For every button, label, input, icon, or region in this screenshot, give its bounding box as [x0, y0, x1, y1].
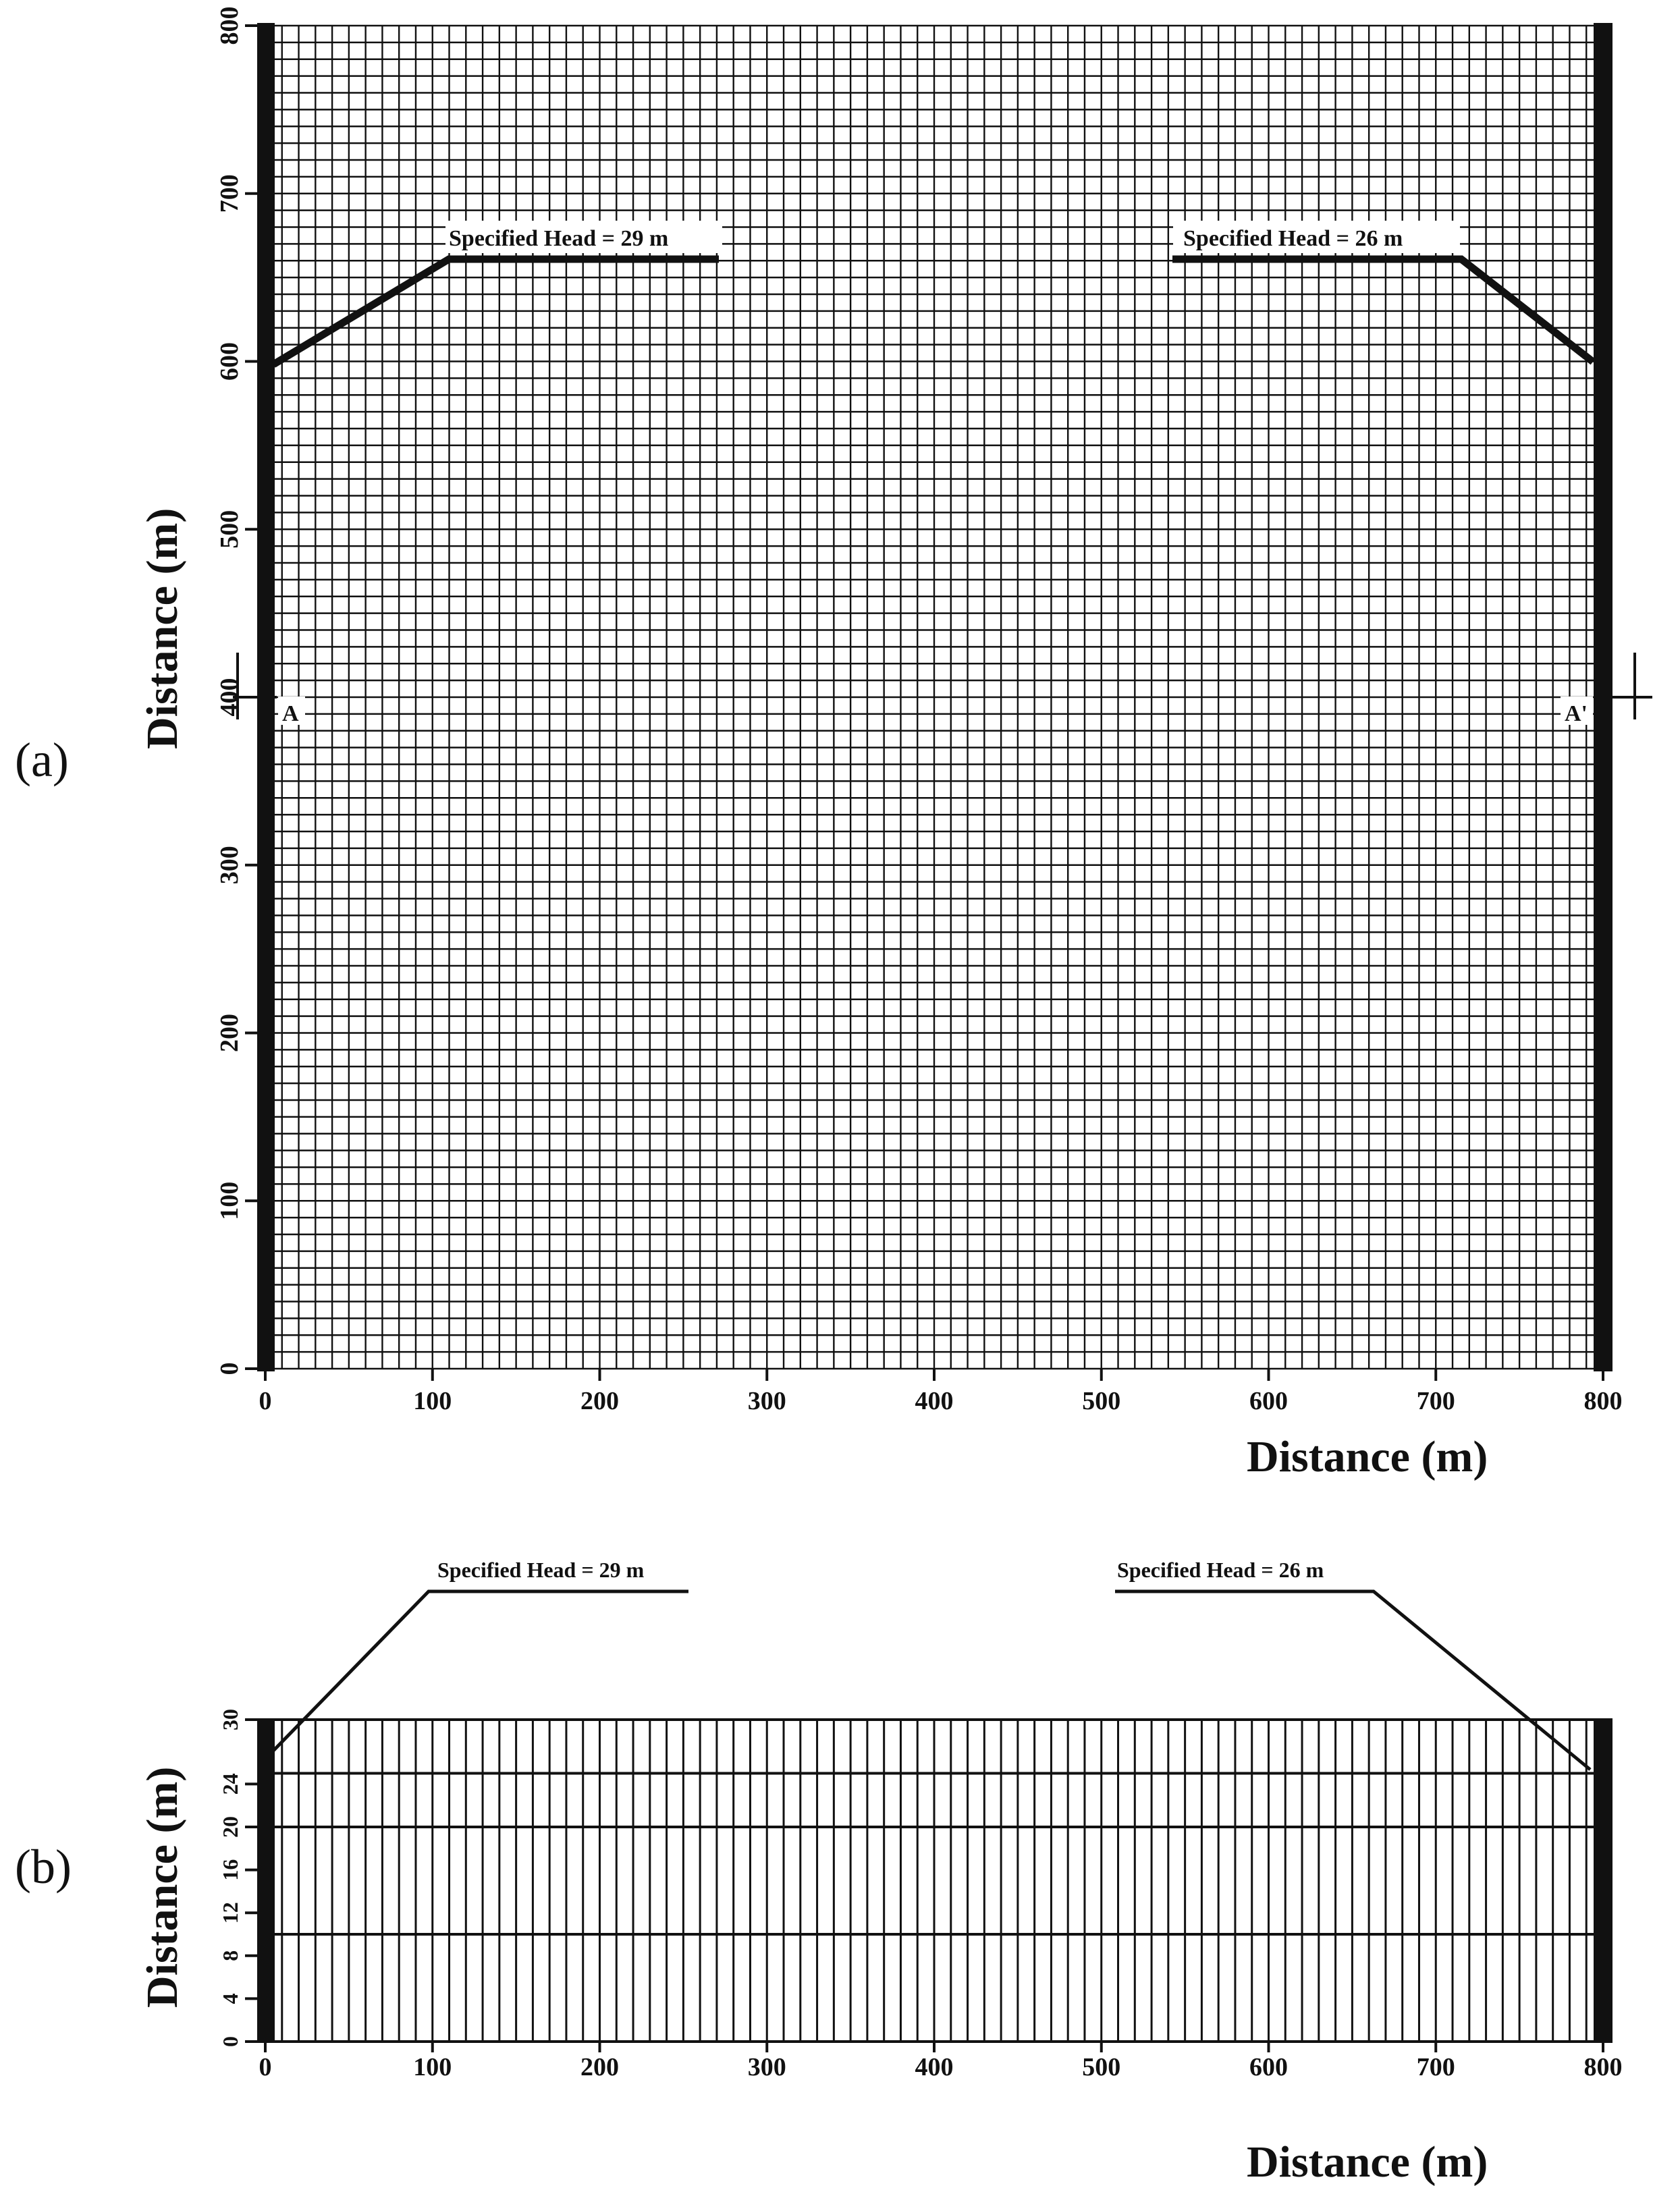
panel-a-x-tick-label: 800 — [1584, 1387, 1623, 1415]
panel-b-right-head-leader-line — [1115, 1589, 1592, 1771]
panel-a-y-tick-label: 0 — [215, 1363, 244, 1375]
panel-b-left-head-label: Specified Head = 29 m — [437, 1558, 645, 1582]
panel-a-x-tick-label: 100 — [413, 1387, 452, 1415]
panel-a-y-axis-label: Distance (m) — [138, 508, 187, 749]
panel-b-x-tick-label: 200 — [580, 2053, 619, 2081]
panel-a-y-tick-label: 200 — [215, 1014, 244, 1052]
panel-b-x-tick-labels: 0 100 200 300 400 500 600 700 800 — [259, 2042, 1623, 2081]
panel-b-y-tick-label: 20 — [218, 1816, 242, 1838]
panel-a-left-head-label: Specified Head = 29 m — [449, 226, 668, 251]
panel-a-y-tick-label: 700 — [215, 174, 244, 213]
panel-a-x-tick-label: 400 — [915, 1387, 954, 1415]
panel-b-x-tick-label: 400 — [915, 2053, 954, 2081]
panel-a-label: (a) — [15, 733, 69, 787]
panel-b-y-tick-label: 16 — [218, 1859, 242, 1881]
panel-b-left-head-leader-line — [272, 1589, 688, 1752]
panel-b-x-tick-label: 500 — [1082, 2053, 1120, 2081]
panel-b-right-boundary — [1594, 1718, 1613, 2043]
panel-a-x-tick-label: 0 — [259, 1387, 272, 1415]
panel-a-x-tick-label: 700 — [1417, 1387, 1455, 1415]
panel-a-marker-a-bg — [278, 696, 305, 725]
panel-b-y-tick-label: 12 — [218, 1902, 242, 1923]
panel-b-y-tick-label: 4 — [218, 1993, 242, 2004]
panel-a-y-tick-label: 300 — [215, 846, 244, 884]
panel-a-x-tick-label: 300 — [748, 1387, 786, 1415]
panel-a-section-marker-a-prime: A' — [1565, 701, 1588, 726]
panel-a-left-head-label-bg — [445, 221, 722, 253]
panel-a-right-head-label: Specified Head = 26 m — [1183, 226, 1403, 251]
panel-b-x-tick-label: 100 — [413, 2053, 452, 2081]
panel-b-left-boundary — [257, 1718, 275, 2043]
panel-b-label: (b) — [15, 1840, 72, 1894]
panel-a-x-tick-labels: 0 100 200 300 400 500 600 700 800 — [259, 1369, 1623, 1415]
panel-a-y-tick-label: 600 — [215, 342, 244, 381]
panel-a-x-tick-label: 500 — [1082, 1387, 1120, 1415]
panel-b-x-axis-label: Distance (m) — [1247, 2137, 1488, 2186]
panel-b-right-head-label: Specified Head = 26 m — [1117, 1558, 1324, 1582]
panel-b-x-tick-label: 0 — [259, 2053, 272, 2081]
panel-a-right-head-boundary-line — [1172, 255, 1596, 365]
panel-a-y-tick-label: 100 — [215, 1182, 244, 1220]
panel-b-x-tick-label: 300 — [748, 2053, 786, 2081]
panel-a-section-marker-a: A — [282, 701, 299, 726]
panel-b-x-tick-label: 700 — [1417, 2053, 1455, 2081]
panel-a-right-head-label-bg — [1173, 221, 1460, 253]
panel-b-x-tick-label: 600 — [1249, 2053, 1288, 2081]
panel-a-y-tick-label: 800 — [215, 7, 244, 45]
panel-a-x-tick-label: 200 — [580, 1387, 619, 1415]
panel-b-cross-section: (b) 0 4 8 12 16 20 24 30 0 100 200 300 400 500 600 700… — [15, 1558, 1623, 2186]
panel-a-model-grid — [264, 24, 1604, 1370]
panel-a-y-tick-label: 500 — [215, 510, 244, 549]
panel-b-y-tick-label: 0 — [218, 2036, 242, 2047]
panel-a-x-tick-label: 600 — [1249, 1387, 1288, 1415]
panel-a-x-axis-label: Distance (m) — [1247, 1432, 1488, 1481]
panel-b-y-axis-label: Distance (m) — [138, 1767, 187, 2008]
panel-b-y-tick-label: 24 — [218, 1773, 242, 1795]
panel-b-y-tick-label: 30 — [218, 1709, 242, 1730]
panel-a-left-head-boundary-line — [271, 255, 719, 368]
panel-a-plan-view: (a) 0 100 200 300 400 500 600 700 800 0 100 200 300… — [15, 7, 1652, 1481]
panel-b-x-tick-label: 800 — [1584, 2053, 1623, 2081]
panel-b-model-grid — [264, 1718, 1604, 2043]
panel-b-y-tick-label: 8 — [218, 1950, 242, 1961]
panel-a-marker-a-prime-bg — [1561, 696, 1593, 725]
panel-b-y-tick-labels: 0 4 8 12 16 20 24 30 — [218, 1709, 257, 2047]
